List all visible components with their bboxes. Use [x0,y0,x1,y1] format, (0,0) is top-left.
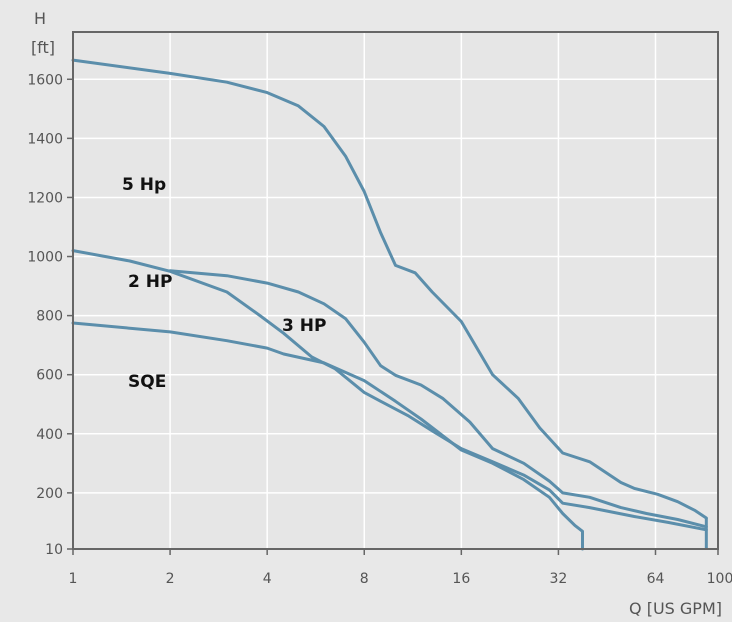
curves [71,58,708,551]
y-tick-label: 1200 [27,190,63,206]
y-axis-title-line2: [ft] [31,38,55,57]
grid [73,32,718,549]
x-tick-label: 64 [647,571,665,587]
y-tick-label: 1000 [27,250,63,266]
plot-frame [72,31,719,550]
x-tick-label: 2 [166,571,175,587]
y-tick-label: 600 [36,368,63,384]
curve-sqe [71,321,584,551]
curve-5-hp [71,58,708,520]
y-tick-label: 1400 [27,131,63,147]
y-tick-label: 1600 [27,72,63,88]
x-axis-title: Q [US GPM] [629,599,722,618]
series-label-2hp: 2 HP [128,272,172,292]
y-tick-label: 800 [36,309,63,325]
ticks: 1 2 4 8 16 32 64 10 200 400 600 800 1000 1200 1400 1600 [27,72,719,587]
curve-3-hp [168,269,708,529]
x-tick-label: 8 [360,571,369,587]
x-tick-label: 1 [69,571,78,587]
y-tick-label: 400 [36,427,63,443]
plot-area [73,32,718,549]
curve-2-hp [71,249,708,532]
x-tick-label: 32 [549,571,567,587]
series-label-sqe: SQE [128,372,166,392]
x-axis-end-label: 100 [707,571,732,587]
y-tick-label: 200 [36,486,63,502]
x-tick-label: 4 [263,571,272,587]
x-tick-label: 16 [452,571,470,587]
series-label-5hp: 5 Hp [122,175,166,195]
series-label-3hp: 3 HP [282,316,326,336]
y-axis-title-line1: H [34,9,46,28]
y-tick-label: 10 [45,542,63,558]
